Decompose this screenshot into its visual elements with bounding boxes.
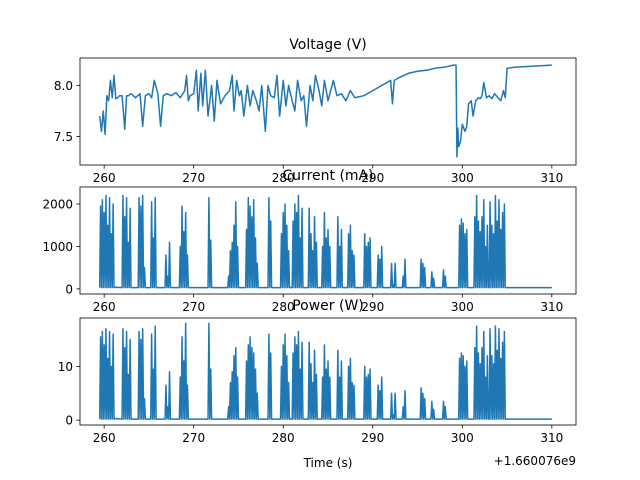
voltage-series-line [98,64,552,158]
voltage-xtick-label: 290 [361,171,384,185]
current-series-group [98,194,552,289]
x-offset-text: +1.660076e9 [494,454,576,468]
current-xtick-label: 270 [182,300,205,314]
current-ytick-label: 0 [65,282,73,296]
power-ticks: 260 270 280 290 300 310 0 10 [58,360,564,445]
voltage-xtick-label: 270 [182,171,205,185]
power-series-group [98,322,552,420]
voltage-ytick-label: 7.5 [54,130,73,144]
current-ytick-label: 1000 [42,240,73,254]
power-title: Power (W) [292,298,364,314]
current-xtick-label: 310 [540,300,563,314]
power-subplot: 260 270 280 290 300 310 0 10 Power (W) Time (s)… [58,298,577,470]
voltage-xtick-label: 300 [451,171,474,185]
power-xtick-label: 270 [182,431,205,445]
power-xtick-label: 300 [451,431,474,445]
current-series-line [98,194,552,289]
current-title: Current (mA) [282,168,373,184]
voltage-xtick-label: 260 [93,171,116,185]
voltage-xtick-label: 310 [540,171,563,185]
current-xtick-label: 300 [451,300,474,314]
voltage-xtick-label: 280 [272,171,295,185]
x-axis-label: Time (s) [303,456,353,470]
current-ytick-label: 2000 [42,197,73,211]
voltage-ticks: 260 270 280 290 300 310 7.5 8.0 [54,79,563,185]
power-ytick-label: 10 [58,360,73,374]
current-subplot: 260 270 280 290 300 310 0 1000 2000 Current (mA) [42,168,577,314]
power-xtick-label: 280 [272,431,295,445]
voltage-subplot: 260 270 280 290 300 310 7.5 8.0 Voltage (V) [54,37,577,185]
voltage-axes-frame [79,57,577,166]
current-axes-frame [79,186,577,295]
voltage-title: Voltage (V) [289,37,366,53]
power-axes-frame [79,317,577,426]
power-xtick-label: 310 [540,431,563,445]
voltage-ytick-label: 8.0 [54,79,73,93]
power-xtick-label: 260 [93,431,116,445]
voltage-plot-area [80,58,576,165]
current-ticks: 260 270 280 290 300 310 0 1000 2000 [42,197,563,314]
power-series-line [98,322,552,420]
current-xtick-label: 260 [93,300,116,314]
power-xtick-label: 290 [361,431,384,445]
current-xtick-label: 290 [361,300,384,314]
voltage-series-group [98,64,552,158]
power-ytick-label: 0 [65,414,73,428]
current-xtick-label: 280 [272,300,295,314]
